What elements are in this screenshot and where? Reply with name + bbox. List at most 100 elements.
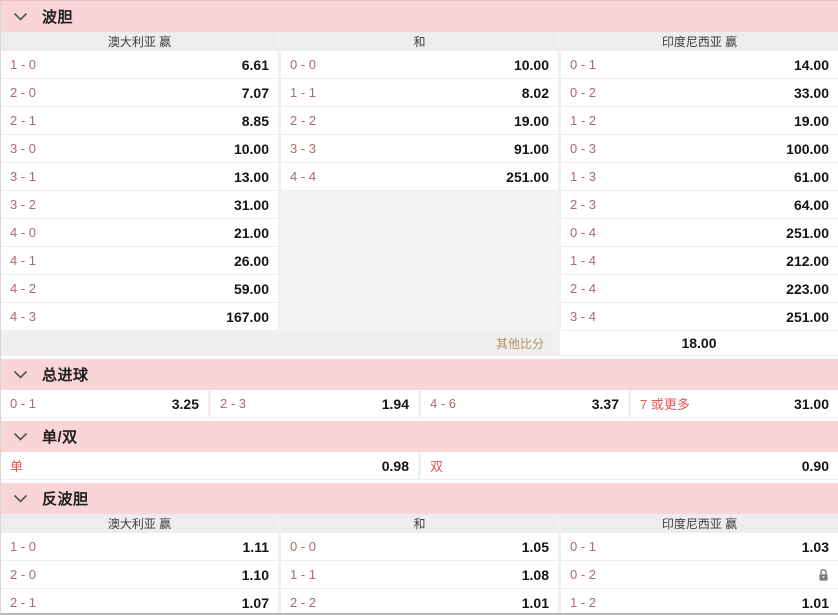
score-label: 4 - 2 <box>10 281 37 296</box>
section-total-goals: 总进球 0 - 1 3.25 2 - 3 1.94 4 - 6 3.37 7 或更多 31.0… <box>1 359 838 418</box>
odds-cell[interactable]: 1 - 3 61.00 <box>561 163 838 191</box>
odds-cell[interactable]: 0 - 1 3.25 <box>1 390 208 418</box>
odds-cell[interactable]: 2 - 1 8.85 <box>1 107 278 135</box>
odds-value: 1.01 <box>801 594 829 611</box>
odds-value: 167.00 <box>226 308 269 325</box>
empty-cell <box>281 247 558 275</box>
odds-cell[interactable]: 2 - 4 223.00 <box>561 275 838 303</box>
odds-value: 18.00 <box>681 335 717 351</box>
chevron-down-icon <box>13 12 28 21</box>
odds-value: 3.37 <box>591 395 619 412</box>
column-header-0: 澳大利亚 赢 <box>1 514 278 533</box>
odds-cell[interactable]: 3 - 0 10.00 <box>1 135 278 163</box>
odds-cell[interactable]: 0 - 3 100.00 <box>561 135 838 163</box>
odds-cell[interactable]: 1 - 0 1.11 <box>1 533 278 561</box>
odds-cell[interactable]: 0 - 1 1.03 <box>561 533 838 561</box>
odds-value: 251.00 <box>786 224 829 241</box>
section-header-reverse-correct-score[interactable]: 反波胆 <box>1 483 838 514</box>
odds-cell[interactable]: 4 - 1 26.00 <box>1 247 278 275</box>
odds-cell[interactable]: 2 - 3 1.94 <box>211 390 418 418</box>
odds-grid: 1 - 0 1.11 0 - 0 1.05 0 - 1 1.03 2 - 0 1.10 1 - … <box>1 533 838 613</box>
section-title: 波胆 <box>42 9 74 26</box>
section-header-correct-score[interactable]: 波胆 <box>1 1 838 32</box>
score-label: 4 - 4 <box>290 169 317 184</box>
section-header-odd-even[interactable]: 单/双 <box>1 421 838 452</box>
odds-value: 7.07 <box>241 84 269 101</box>
odds-value: 21.00 <box>233 224 269 241</box>
odds-cell[interactable]: 1 - 2 19.00 <box>561 107 838 135</box>
odds-cell[interactable]: 1 - 1 8.02 <box>281 79 558 107</box>
odds-cell[interactable]: 3 - 4 251.00 <box>561 303 838 331</box>
column-header-0: 澳大利亚 赢 <box>1 32 278 51</box>
odds-cell[interactable]: 1 - 4 212.00 <box>561 247 838 275</box>
bet-label: 0 - 1 <box>10 396 37 411</box>
odds-grid: 0 - 1 3.25 2 - 3 1.94 4 - 6 3.37 7 或更多 31.00 <box>1 390 838 418</box>
odds-cell[interactable]: 7 或更多 31.00 <box>631 390 838 418</box>
score-label: 2 - 3 <box>570 197 597 212</box>
odds-cell[interactable]: 3 - 3 91.00 <box>281 135 558 163</box>
odds-cell[interactable]: 0 - 0 1.05 <box>281 533 558 561</box>
odds-grid: 1 - 0 6.61 0 - 0 10.00 0 - 1 14.00 2 - 0 7.07 1 … <box>1 51 838 331</box>
odds-cell[interactable]: 单 0.98 <box>1 452 418 480</box>
odds-value: 0.90 <box>801 457 829 474</box>
odds-cell[interactable]: 2 - 0 7.07 <box>1 79 278 107</box>
odds-value: 1.03 <box>801 538 829 555</box>
section-reverse-correct-score: 反波胆 澳大利亚 赢和印度尼西亚 赢 1 - 0 1.11 0 - 0 1.05 0 -… <box>1 483 838 613</box>
score-label: 2 - 2 <box>290 595 317 610</box>
odds-value: 61.00 <box>793 168 829 185</box>
odds-value: 31.00 <box>793 395 829 412</box>
bet-label: 2 - 3 <box>220 396 247 411</box>
odds-cell[interactable]: 4 - 3 167.00 <box>1 303 278 331</box>
odds-value: 14.00 <box>793 56 829 73</box>
odds-cell[interactable]: 2 - 0 1.10 <box>1 561 278 589</box>
odds-cell[interactable]: 4 - 2 59.00 <box>1 275 278 303</box>
odds-cell[interactable]: 4 - 4 251.00 <box>281 163 558 191</box>
score-label: 0 - 1 <box>570 539 597 554</box>
odds-cell[interactable]: 0 - 1 14.00 <box>561 51 838 79</box>
section-title: 单/双 <box>42 429 78 446</box>
odds-cell[interactable]: 3 - 1 13.00 <box>1 163 278 191</box>
odds-cell[interactable]: 1 - 2 1.01 <box>561 589 838 613</box>
odds-cell[interactable]: 2 - 2 1.01 <box>281 589 558 613</box>
column-headers: 澳大利亚 赢和印度尼西亚 赢 <box>1 32 838 51</box>
section-header-total-goals[interactable]: 总进球 <box>1 359 838 390</box>
odds-cell[interactable]: 2 - 2 19.00 <box>281 107 558 135</box>
score-label: 3 - 1 <box>10 169 37 184</box>
score-label: 0 - 3 <box>570 141 597 156</box>
odds-value: 13.00 <box>233 168 269 185</box>
score-label: 1 - 0 <box>10 57 37 72</box>
score-label: 0 - 2 <box>570 567 597 582</box>
odds-value: 1.01 <box>521 594 549 611</box>
odds-cell[interactable]: 1 - 1 1.08 <box>281 561 558 589</box>
score-label: 1 - 3 <box>570 169 597 184</box>
odds-cell[interactable]: 0 - 4 251.00 <box>561 219 838 247</box>
odds-cell[interactable]: 4 - 6 3.37 <box>421 390 628 418</box>
empty-cell <box>281 275 558 303</box>
odds-cell[interactable]: 4 - 0 21.00 <box>1 219 278 247</box>
odds-cell[interactable]: 0 - 2 33.00 <box>561 79 838 107</box>
score-label: 2 - 4 <box>570 281 597 296</box>
odds-value: 0.98 <box>381 457 409 474</box>
bet-label: 7 或更多 <box>640 397 690 412</box>
empty-cell <box>281 219 558 247</box>
score-label: 2 - 1 <box>10 595 37 610</box>
odds-cell[interactable]: 0 - 0 10.00 <box>281 51 558 79</box>
odds-cell[interactable]: 1 - 0 6.61 <box>1 51 278 79</box>
empty-cell <box>281 303 558 331</box>
odds-cell[interactable]: 3 - 2 31.00 <box>1 191 278 219</box>
odds-value: 91.00 <box>513 140 549 157</box>
score-label: 0 - 1 <box>570 57 597 72</box>
section-correct-score: 波胆 澳大利亚 赢和印度尼西亚 赢 1 - 0 6.61 0 - 0 10.00 0 -… <box>1 1 838 356</box>
score-label: 2 - 2 <box>290 113 317 128</box>
odds-value: 251.00 <box>786 308 829 325</box>
odds-grid: 单 0.98 双 0.90 <box>1 452 838 480</box>
chevron-down-icon <box>13 494 28 503</box>
odds-cell[interactable]: 18.00 <box>560 331 838 356</box>
odds-cell[interactable]: 双 0.90 <box>421 452 838 480</box>
empty-cell <box>281 191 558 219</box>
odds-cell[interactable]: 2 - 1 1.07 <box>1 589 278 613</box>
other-score-row: 其他比分 18.00 <box>1 331 838 356</box>
odds-cell[interactable]: 2 - 3 64.00 <box>561 191 838 219</box>
column-headers: 澳大利亚 赢和印度尼西亚 赢 <box>1 514 838 533</box>
